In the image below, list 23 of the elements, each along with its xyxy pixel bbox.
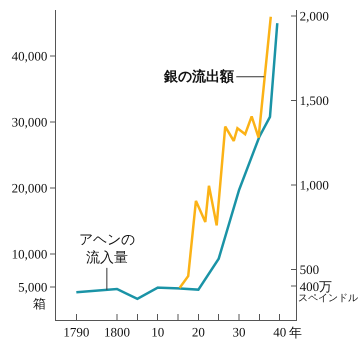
x-axis-title: 年 [289,325,302,340]
x-tick-label: 1790 [63,324,90,340]
x-tick-label: 30 [232,324,246,340]
y2-tick-label: 1,500 [300,92,329,108]
y2-tick-label: 500 [300,262,320,277]
y-tick-label: 40,000 [12,48,48,64]
x-tick-label: 1800 [104,324,130,340]
y-axis-title: 箱 [33,296,46,311]
y2-axis-title: スペインドル [298,293,358,304]
y-tick-label: 30,000 [12,114,48,130]
x-tick-label: 10 [151,324,164,340]
x-tick-label: 20 [192,324,205,340]
y-tick-label: 5,000 [18,280,48,295]
y2-tick-label: 2,000 [300,8,329,24]
y2-tick-label: 400万 [300,278,332,294]
x-tick-label: 40 [273,324,286,340]
line-series [178,16,272,290]
text: 銀の流出額 [163,68,234,85]
y-tick-label: 10,000 [12,246,48,262]
y2-tick-label: 1,000 [300,177,329,192]
y-tick-label: 20,000 [12,180,48,196]
series-label: アヘンの流入量 [79,233,135,266]
line-series [75,22,279,300]
